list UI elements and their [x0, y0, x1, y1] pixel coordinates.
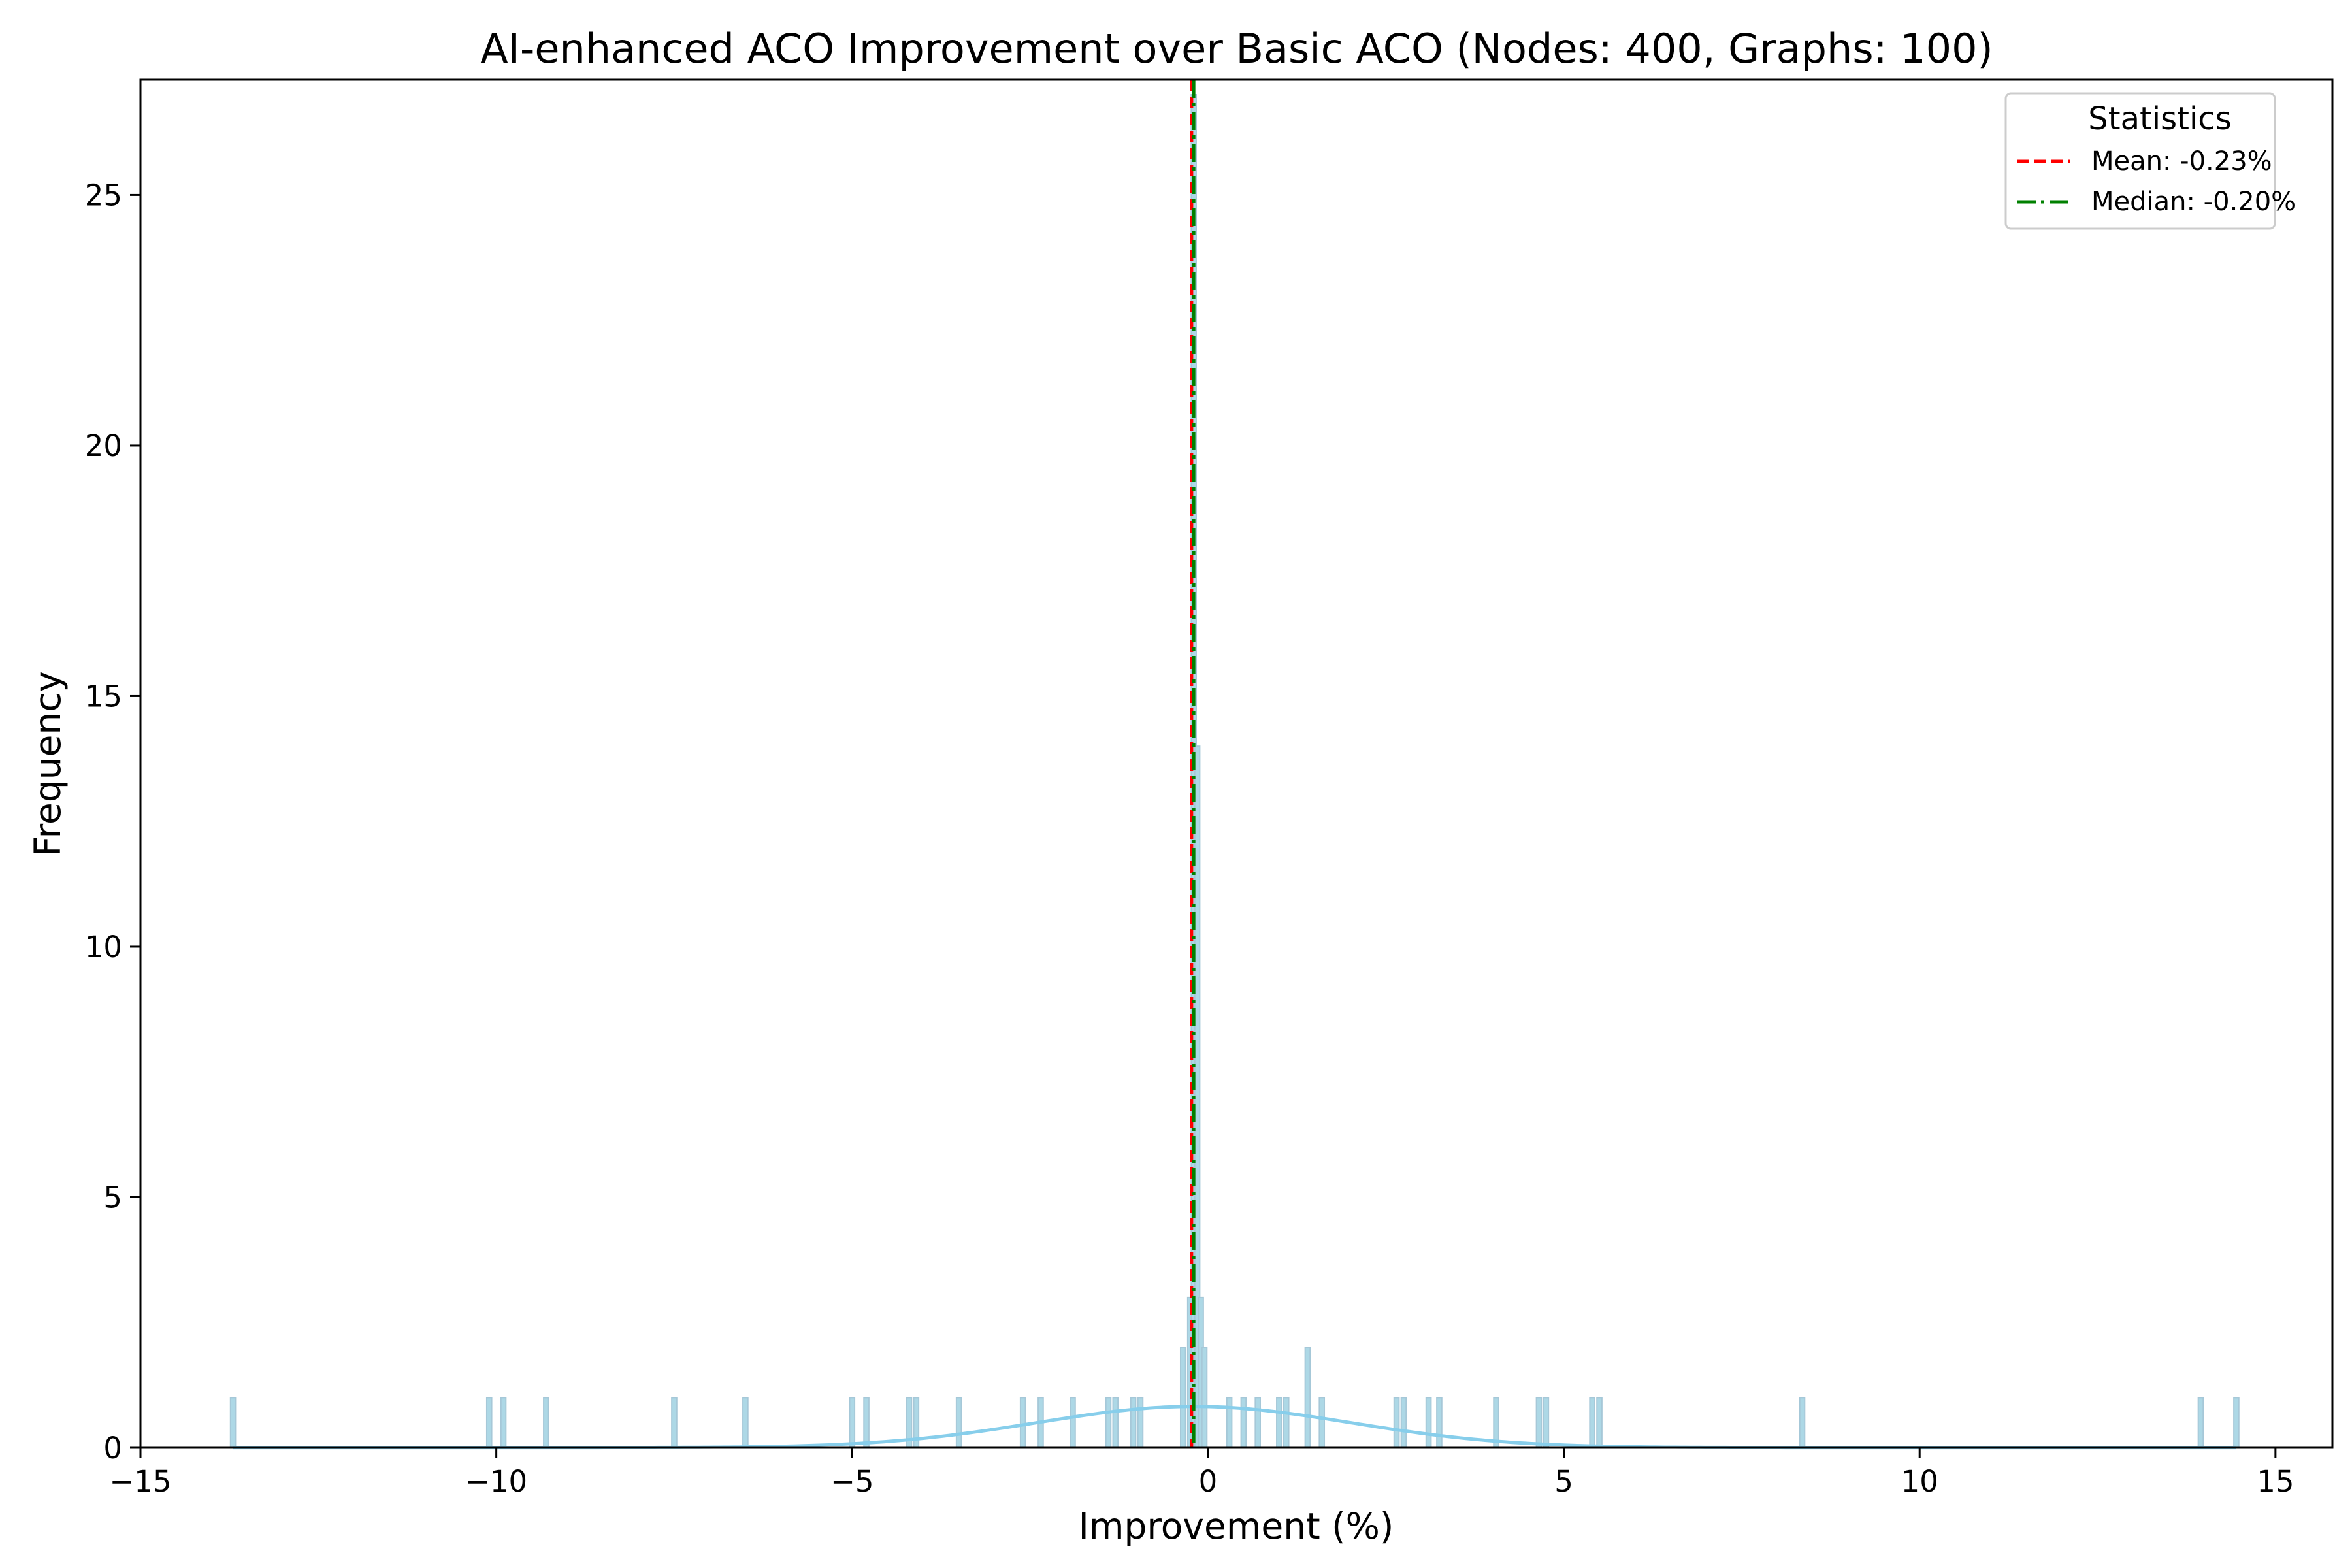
legend-box: [2004, 92, 2276, 230]
histogram-bar: [1282, 1397, 1290, 1449]
histogram-bar: [955, 1397, 962, 1449]
x-axis-label: Improvement (%): [1079, 1505, 1394, 1547]
histogram-bar: [1543, 1397, 1550, 1449]
legend-median-label: Median: -0.20%: [2091, 187, 2296, 217]
histogram-bar: [500, 1397, 507, 1449]
legend-mean-label: Mean: -0.23%: [2091, 146, 2272, 176]
histogram-bar: [1226, 1397, 1233, 1449]
histogram-bar: [485, 1397, 493, 1449]
y-tick-label: 5: [103, 1180, 122, 1215]
x-tick-label: −15: [110, 1464, 172, 1499]
kde-curve: [233, 1405, 2236, 1450]
histogram-bar: [2197, 1397, 2204, 1449]
histogram-bar: [1201, 1347, 1208, 1449]
histogram-bar: [742, 1397, 749, 1449]
histogram-bar: [229, 1397, 237, 1449]
histogram-bar: [849, 1397, 856, 1449]
y-axis-label: Frequency: [27, 671, 69, 857]
x-tick-label: 0: [1199, 1464, 1218, 1499]
histogram-bar: [2233, 1397, 2240, 1449]
histogram-bar: [1254, 1397, 1261, 1449]
histogram-bar: [1276, 1397, 1282, 1449]
y-tick-label: 20: [85, 429, 122, 463]
histogram-bar: [1179, 1347, 1186, 1449]
x-tick-label: 5: [1554, 1464, 1573, 1499]
x-tick-label: 10: [1901, 1464, 1938, 1499]
histogram-bar: [671, 1397, 678, 1449]
y-tick-label: 15: [85, 679, 122, 713]
histogram-bar: [1799, 1397, 1806, 1449]
legend-title: Statistics: [2088, 101, 2231, 137]
histogram-bar: [1304, 1347, 1311, 1449]
y-tick-label: 0: [103, 1431, 122, 1465]
histogram-bar: [1112, 1397, 1119, 1449]
y-tick-label: 10: [85, 930, 122, 964]
histogram-bar: [1425, 1397, 1432, 1449]
histogram-bar: [1589, 1397, 1595, 1449]
legend: Statistics Mean: -0.23% Median: -0.20%: [2004, 92, 2296, 230]
x-tick-label: −10: [465, 1464, 527, 1499]
histogram-bar: [1130, 1397, 1137, 1449]
plot-frame: [139, 78, 2334, 1449]
histogram-bars: [229, 94, 2240, 1449]
histogram-bar: [1019, 1397, 1026, 1449]
reference-lines: [1190, 80, 1196, 1448]
histogram-bar: [1535, 1397, 1543, 1449]
x-tick-label: 15: [2257, 1464, 2294, 1499]
histogram-bar: [1400, 1397, 1407, 1449]
y-axis: 0 5 10 15 20 25: [85, 178, 140, 1465]
plot-area: [139, 78, 2334, 1450]
x-axis: −15 −10 −5 0 5 10 15: [110, 1448, 2294, 1499]
histogram-bar: [1436, 1397, 1443, 1449]
histogram-bar: [863, 1397, 870, 1449]
histogram-bar: [1105, 1397, 1112, 1449]
histogram-bar: [1393, 1397, 1400, 1449]
x-tick-label: −5: [830, 1464, 874, 1499]
histogram-bar: [543, 1397, 549, 1449]
chart-title: AI-enhanced ACO Improvement over Basic A…: [480, 25, 1993, 73]
histogram-bar: [1240, 1397, 1247, 1449]
y-tick-label: 25: [85, 178, 122, 212]
histogram-bar: [1318, 1397, 1326, 1449]
histogram-bar: [1137, 1397, 1144, 1449]
histogram-bar: [1596, 1397, 1603, 1449]
histogram-bar: [1070, 1397, 1076, 1449]
